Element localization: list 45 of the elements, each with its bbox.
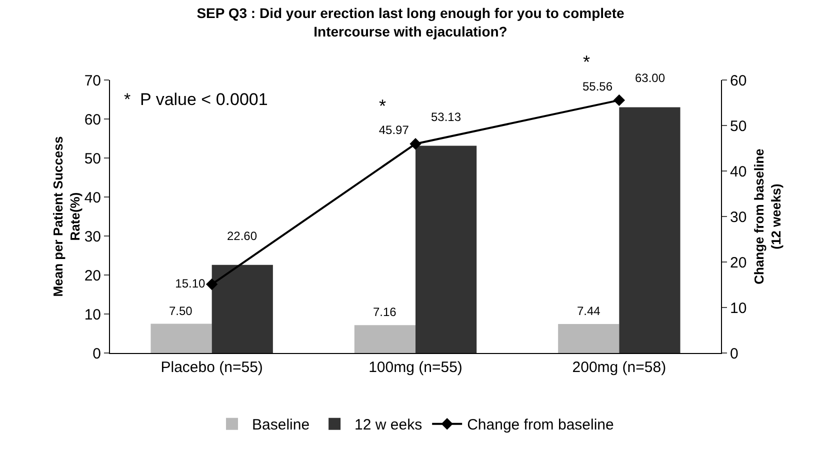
bar — [416, 146, 477, 353]
data-label: 63.00 — [635, 71, 666, 85]
y-tick-label: 40 — [84, 189, 101, 206]
y2-tick-label: 60 — [730, 72, 747, 90]
data-label: 22.60 — [227, 229, 258, 243]
legend-label: 12 w eeks — [354, 416, 422, 434]
y-axis-title: Mean per Patient Success Rate(%) — [50, 136, 82, 297]
chart-title: SEP Q3 : Did your erection last long enough for you to complete Intercourse with ejaculation? — [196, 5, 624, 40]
point — [206, 278, 218, 290]
annotation: * P value < 0.0001 — [124, 90, 268, 109]
point — [410, 138, 422, 150]
annotation: * — [379, 96, 386, 116]
data-label: 55.56 — [582, 80, 613, 94]
text: * — [583, 52, 590, 72]
y-tick-label: 50 — [84, 150, 101, 168]
bar — [558, 324, 620, 353]
data-label: 7.44 — [577, 304, 601, 318]
y-tick-label: 10 — [84, 306, 101, 324]
x-tick-label: Placebo (n=55) — [160, 359, 263, 376]
y-tick-label: 20 — [84, 267, 101, 284]
data-label: 45.97 — [378, 123, 410, 138]
y-tick-label: 0 — [92, 345, 101, 362]
y2-tick-label: 30 — [730, 208, 747, 226]
y2-tick-label: 10 — [730, 300, 747, 317]
x-tick-label: 100mg (n=55) — [368, 359, 462, 376]
point — [613, 94, 626, 106]
legend-label: Baseline — [252, 416, 310, 434]
bar — [212, 264, 273, 353]
bar — [150, 324, 212, 353]
y-tick-label: 60 — [84, 111, 101, 128]
bar — [354, 325, 416, 353]
data-label: 15.10 — [175, 276, 206, 290]
y-tick-label: 30 — [84, 228, 101, 246]
y2-tick-label: 50 — [730, 118, 747, 135]
y-tick-label: 70 — [84, 72, 101, 90]
bar — [619, 107, 680, 353]
y2-axis-title: Change from baseline (12 weeks) — [752, 148, 784, 284]
legend-label: Change from baseline — [467, 416, 614, 434]
y2-tick-label: 0 — [730, 345, 738, 362]
y2-tick-label: 40 — [730, 163, 747, 180]
y2-tick-label: 20 — [730, 254, 747, 272]
data-label: 53.13 — [431, 110, 462, 124]
data-label: 7.50 — [169, 304, 193, 318]
x-tick-label: 200mg (n=58) — [572, 359, 666, 376]
data-label: 7.16 — [373, 305, 397, 319]
